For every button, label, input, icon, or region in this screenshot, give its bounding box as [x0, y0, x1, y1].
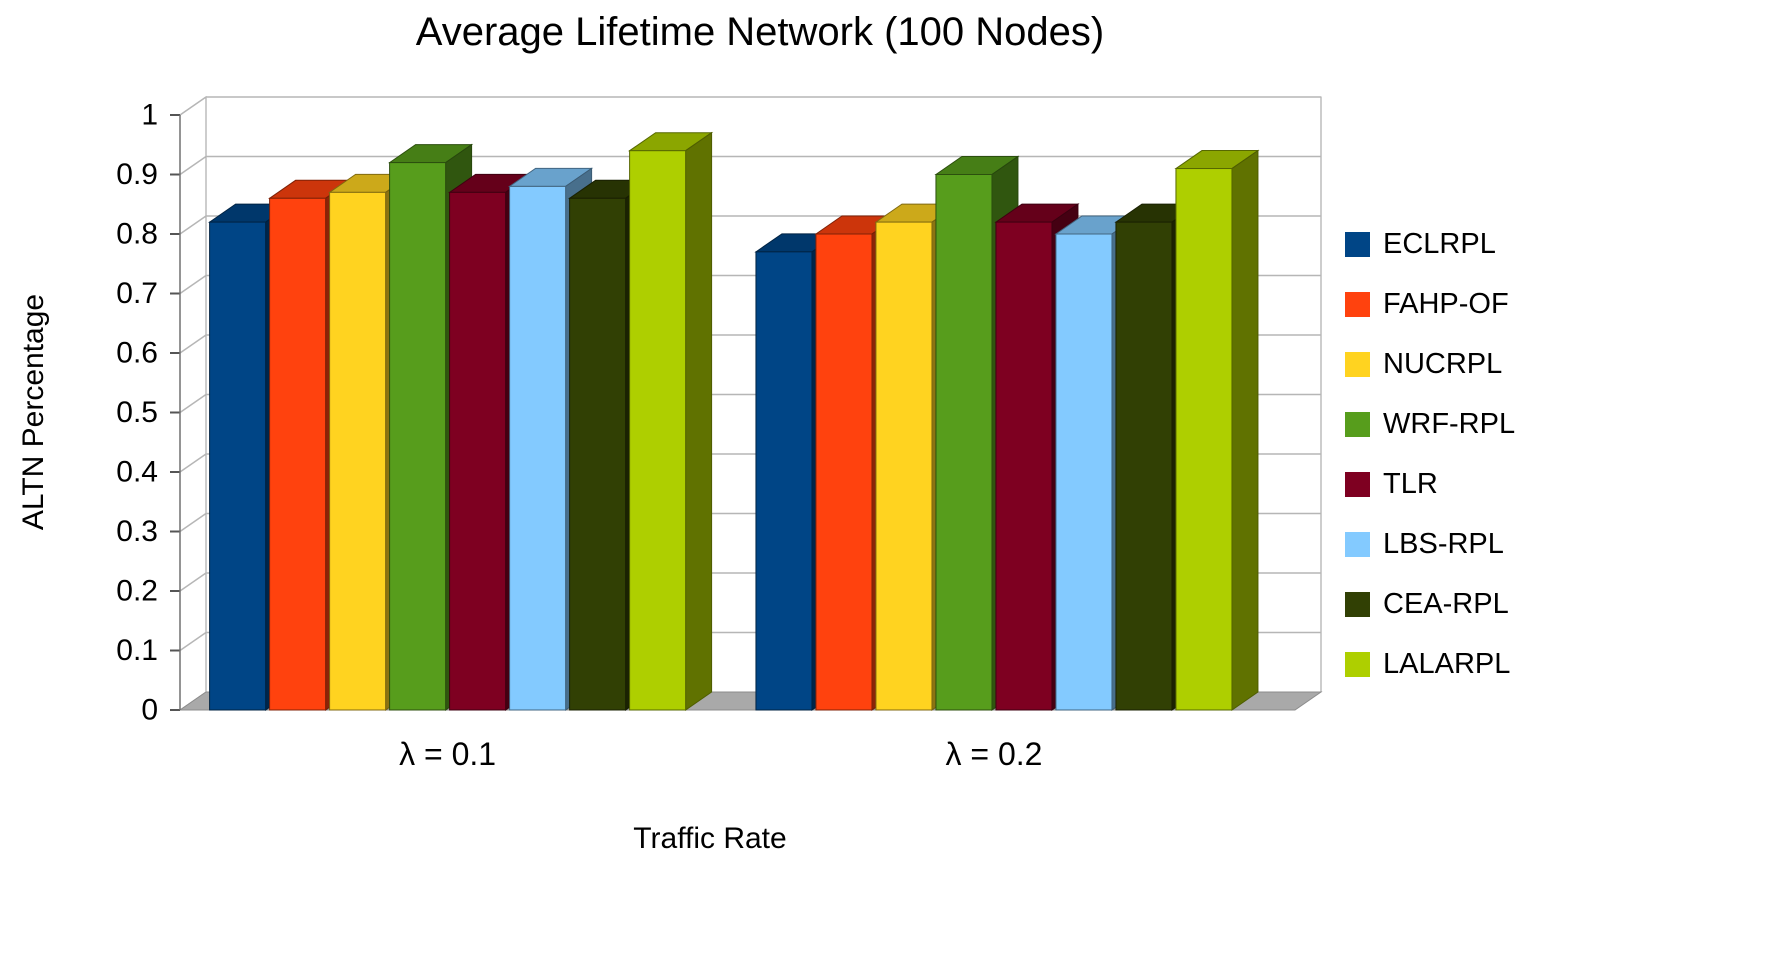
bar-front-face: [329, 191, 387, 711]
gridline-wall-segment: [179, 215, 207, 235]
bar-front-face: [935, 174, 993, 711]
legend-item-CEA-RPL: CEA-RPL: [1345, 588, 1515, 621]
gridline-wall-segment: [179, 453, 207, 473]
gridline-wall-segment: [179, 512, 207, 533]
legend-label: CEA-RPL: [1383, 588, 1509, 620]
legend-label: WRF-RPL: [1383, 408, 1516, 440]
y-tick-label: 0.2: [116, 575, 158, 608]
chart-title: Average Lifetime Network (100 Nodes): [415, 10, 1105, 54]
y-axis-ticks: 0 0.1 0.2 0.3 0.4 0.5 0.6 0.7 0.8 0.9 1: [116, 99, 180, 727]
y-tick-label: 0.1: [116, 634, 158, 667]
legend-label: TLR: [1383, 468, 1438, 500]
bars: [207, 131, 1260, 711]
bar-front-face: [815, 233, 873, 711]
bar-LALARPL-2: [1174, 149, 1260, 711]
legend-item-LALARPL: LALARPL: [1345, 648, 1515, 681]
bar-front-face: [449, 191, 507, 711]
legend-label: LALARPL: [1383, 648, 1511, 680]
legend-swatch: [1345, 532, 1370, 557]
x-category-label: λ = 0.2: [945, 736, 1042, 772]
x-axis-title: Traffic Rate: [633, 822, 787, 855]
legend-item-ECLRPL: ECLRPL: [1345, 228, 1515, 261]
gridline-wall-segment: [179, 572, 207, 592]
y-tick-label: 0.7: [116, 277, 158, 310]
gridline-wall-segment: [179, 96, 207, 116]
x-category-label: λ = 0.1: [399, 736, 496, 772]
y-tick-label: 0.8: [116, 218, 158, 251]
y-axis-title: ALTN Percentage: [17, 293, 50, 531]
legend-swatch: [1345, 412, 1370, 437]
legend-swatch: [1345, 592, 1370, 617]
bar-front-face: [1115, 221, 1173, 711]
gridline-wall-segment: [179, 393, 207, 414]
legend-swatch: [1345, 232, 1370, 257]
legend-item-WRF-RPL: WRF-RPL: [1345, 408, 1515, 441]
bar-front-face: [389, 162, 447, 711]
bar-front-face: [629, 150, 687, 711]
legend-label: LBS-RPL: [1383, 528, 1504, 560]
bar-front-face: [569, 197, 627, 711]
bar-side-face: [1231, 149, 1259, 711]
legend-swatch: [1345, 652, 1370, 677]
legend-label: NUCRPL: [1383, 348, 1503, 380]
bar-front-face: [995, 221, 1053, 711]
legend-swatch: [1345, 472, 1370, 497]
bar-front-face: [509, 185, 567, 711]
bar-front-face: [755, 251, 813, 711]
legend-item-LBS-RPL: LBS-RPL: [1345, 528, 1515, 561]
y-tick-label: 0.4: [116, 456, 158, 489]
bar-side-face: [685, 131, 713, 711]
y-tick-label: 0.6: [116, 337, 158, 370]
bar-front-face: [209, 221, 267, 711]
y-tick-label: 0.9: [116, 158, 158, 191]
gridline-wall-segment: [179, 155, 207, 176]
legend-label: ECLRPL: [1383, 228, 1496, 260]
gridline-wall-segment: [179, 274, 207, 295]
bar-front-face: [875, 221, 933, 711]
bar-LALARPL-1: [627, 131, 714, 711]
bar-front-face: [1175, 168, 1233, 711]
y-tick-label: 0.3: [116, 515, 158, 548]
bar-front-face: [269, 197, 327, 711]
legend-item-TLR: TLR: [1345, 468, 1515, 501]
bar-front-face: [1055, 233, 1113, 711]
gridline-wall-segment: [179, 631, 207, 652]
legend-swatch: [1345, 292, 1370, 317]
y-tick-label: 1: [141, 99, 158, 132]
legend: ECLRPL FAHP-OF NUCRPL WRF-RPL TLR LBS-RPL CEA-…: [1345, 228, 1515, 681]
legend-item-FAHP-OF: FAHP-OF: [1345, 288, 1515, 321]
y-tick-label: 0.5: [116, 396, 158, 429]
legend-label: FAHP-OF: [1383, 288, 1509, 320]
legend-item-NUCRPL: NUCRPL: [1345, 348, 1515, 381]
gridline-wall-segment: [179, 334, 207, 354]
y-tick-label: 0: [141, 694, 158, 727]
legend-swatch: [1345, 352, 1370, 377]
